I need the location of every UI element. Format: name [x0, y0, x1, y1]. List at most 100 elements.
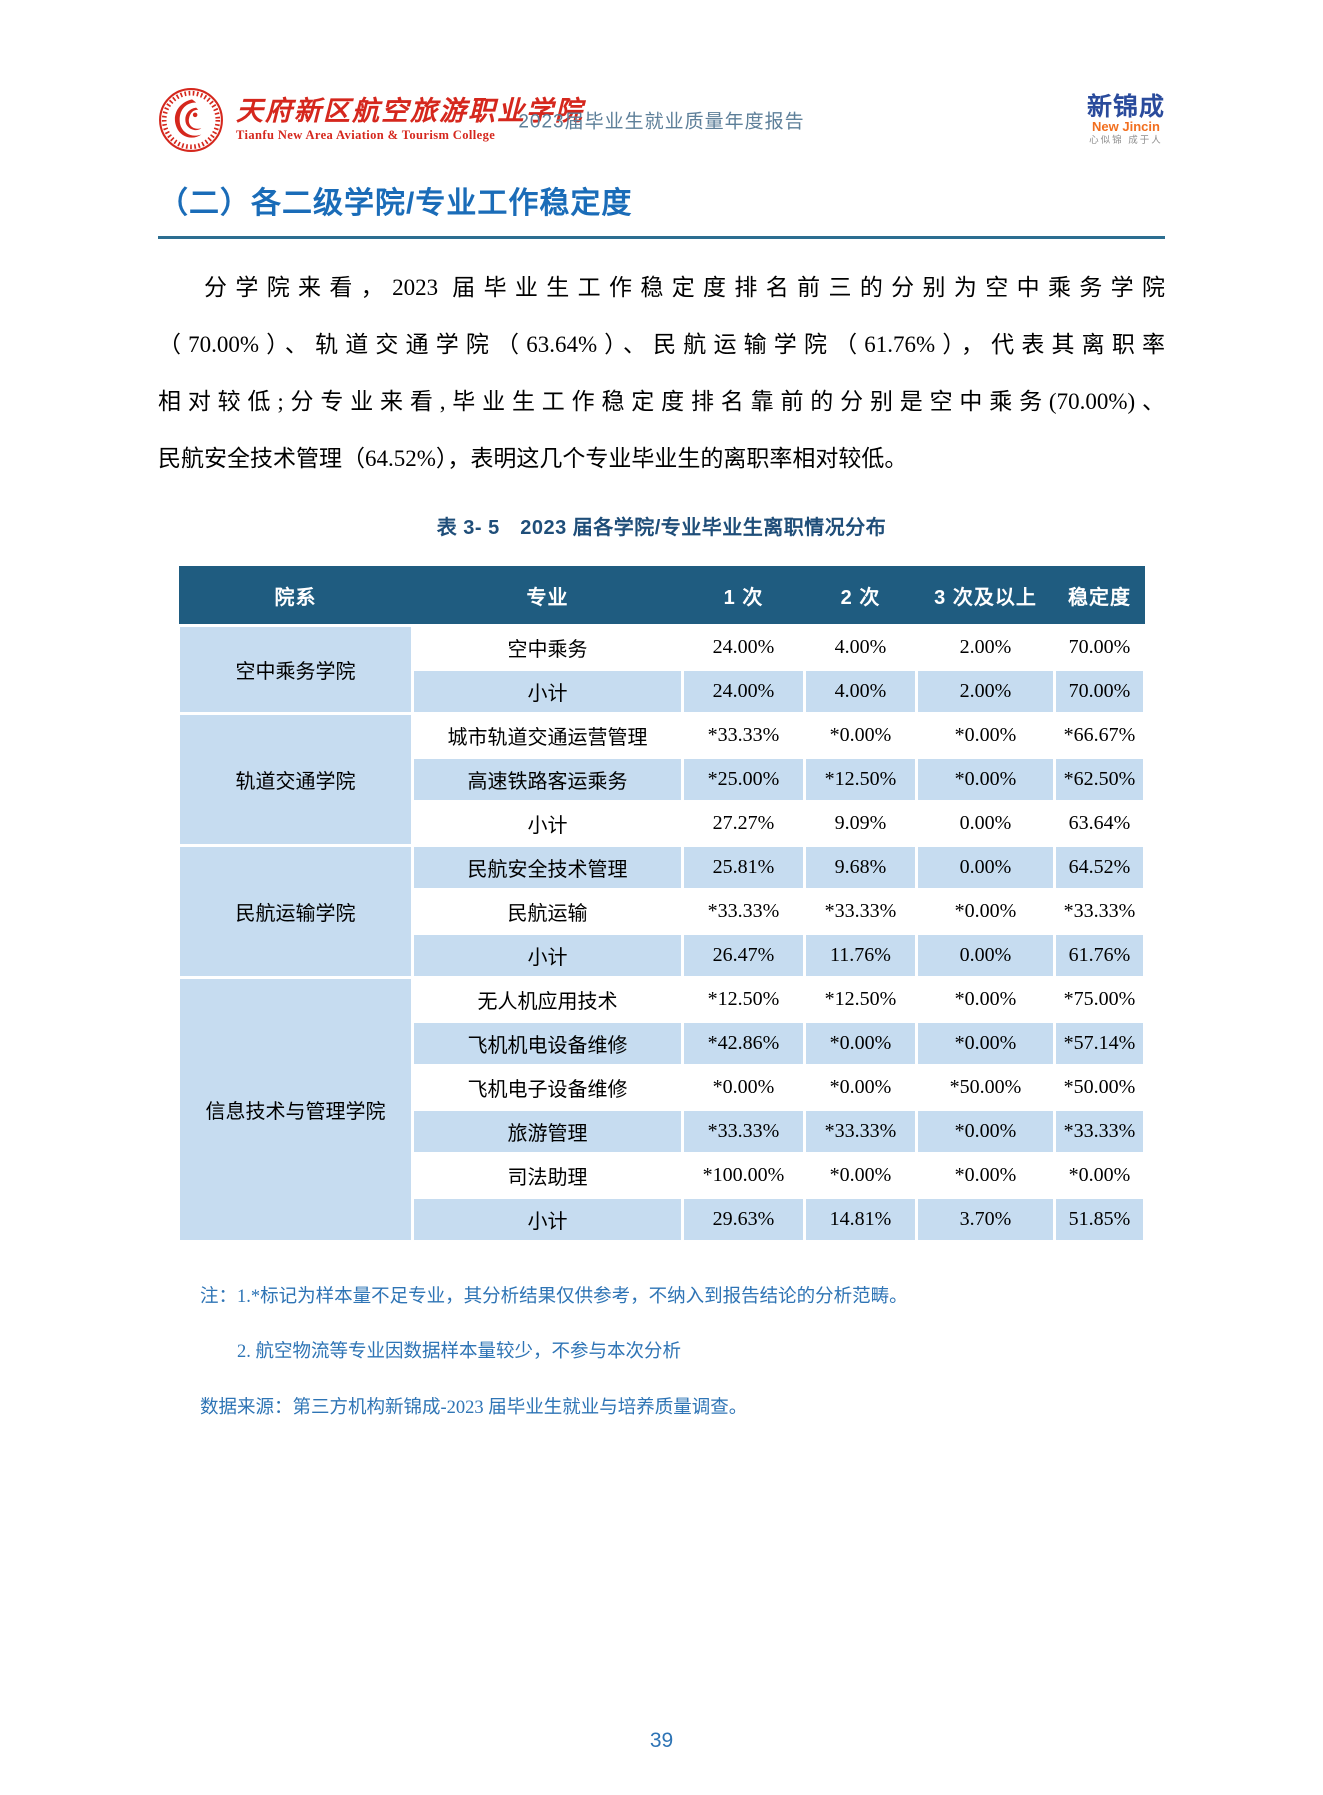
data-cell: 61.76% [1053, 932, 1146, 979]
data-cell: 0.00% [915, 932, 1056, 979]
data-cell: *0.00% [915, 712, 1056, 759]
data-cell: 70.00% [1053, 668, 1146, 715]
data-cell: *33.33% [681, 1108, 806, 1155]
data-cell: *0.00% [1053, 1152, 1146, 1199]
data-cell: *57.14% [1053, 1020, 1146, 1067]
data-cell: 64.52% [1053, 844, 1146, 891]
data-cell: *0.00% [915, 1152, 1056, 1199]
column-header: 2 次 [804, 566, 917, 627]
column-header: 专业 [412, 566, 683, 627]
data-cell: 14.81% [803, 1196, 918, 1243]
table-row: 司法助理 *100.00% *0.00% *0.00% *0.00% [179, 1152, 1146, 1199]
data-cell: 2.00% [915, 624, 1056, 671]
table-row: 小计 24.00% 4.00% 2.00% 70.00% [179, 668, 1146, 715]
data-cell: *0.00% [915, 976, 1056, 1023]
table-row: 飞机电子设备维修 *0.00% *0.00% *50.00% *50.00% [179, 1064, 1146, 1111]
note-line: 2. 航空物流等专业因数据样本量较少，不参与本次分析 [237, 1341, 682, 1362]
table-row: 信息技术与管理学院 无人机应用技术 *12.50% *12.50% *0.00% *75.… [177, 976, 1146, 1243]
school-brand: 天府新区航空旅游职业学院 Tianfu New Area Aviation & … [158, 87, 584, 153]
table-row: 轨道交通学院 城市轨道交通运营管理 *33.33% *0.00% *0.00% *66.6… [177, 712, 1146, 847]
paragraph-line: 相对较低;分专业来看,毕业生工作稳定度排名靠前的分别是空中乘务(70.00%)、 [158, 389, 1165, 414]
table-row: 小计 26.47% 11.76% 0.00% 61.76% [179, 932, 1146, 979]
data-cell: 51.85% [1053, 1196, 1146, 1243]
data-cell: 24.00% [681, 624, 806, 671]
publisher-name: 新锦成 [1086, 92, 1165, 121]
table-row: 小计 29.63% 14.81% 3.70% 51.85% [179, 1196, 1146, 1243]
data-cell: *50.00% [915, 1064, 1056, 1111]
data-cell: 9.09% [803, 800, 918, 847]
data-cell: *100.00% [681, 1152, 806, 1199]
phoenix-logo-icon [159, 88, 223, 152]
data-cell: *33.33% [803, 888, 918, 935]
data-source: 数据来源：第三方机构新锦成-2023 届毕业生就业与培养质量调查。 [200, 1397, 748, 1418]
data-cell: 空中乘务 [411, 624, 684, 671]
table-row: 飞机机电设备维修 *42.86% *0.00% *0.00% *57.14% [179, 1020, 1146, 1067]
note-line: 注：1.*标记为样本量不足专业，其分析结果仅供参考，不纳入到报告结论的分析范畴。 [200, 1287, 908, 1307]
data-cell: *33.33% [681, 712, 806, 759]
column-header: 稳定度 [1054, 566, 1145, 627]
data-cell: 小计 [411, 932, 684, 979]
college-cell: 轨道交通学院 [177, 712, 414, 847]
data-cell: 63.64% [1053, 800, 1146, 847]
data-cell: *33.33% [1053, 888, 1146, 935]
school-names: 天府新区航空旅游职业学院 Tianfu New Area Aviation & … [236, 95, 584, 144]
page-number: 39 [649, 1729, 674, 1752]
body-paragraph: 分学院来看，2023 届毕业生工作稳定度排名前三的分别为空中乘务学院 （70.00… [158, 259, 1165, 487]
table-title: 表 3- 5 2023 届各学院/专业毕业生离职情况分布 [436, 517, 887, 539]
data-cell: *33.33% [1053, 1108, 1146, 1155]
data-cell: 26.47% [681, 932, 806, 979]
data-cell: *75.00% [1053, 976, 1146, 1023]
data-cell: *0.00% [803, 1020, 918, 1067]
data-cell: 飞机电子设备维修 [411, 1064, 684, 1111]
data-cell: 70.00% [1053, 624, 1146, 671]
data-cell: 2.00% [915, 668, 1056, 715]
data-cell: 27.27% [681, 800, 806, 847]
notes: 注：1.*标记为样本量不足专业，其分析结果仅供参考，不纳入到报告结论的分析范畴。… [158, 1285, 1165, 1365]
data-cell: *0.00% [803, 1152, 918, 1199]
column-header: 院系 [178, 566, 413, 627]
table-row: 民航运输 *33.33% *33.33% *0.00% *33.33% [179, 888, 1146, 935]
data-cell: 城市轨道交通运营管理 [411, 712, 684, 759]
data-cell: 11.76% [803, 932, 918, 979]
table-row: 高速铁路客运乘务 *25.00% *12.50% *0.00% *62.50% [179, 756, 1146, 803]
data-cell: 小计 [411, 1196, 684, 1243]
data-cell: *0.00% [681, 1064, 806, 1111]
data-cell: *0.00% [803, 712, 918, 759]
data-cell: *0.00% [915, 1020, 1056, 1067]
table-row: 旅游管理 *33.33% *33.33% *0.00% *33.33% [179, 1108, 1146, 1155]
data-cell: 3.70% [915, 1196, 1056, 1243]
data-cell: 司法助理 [411, 1152, 684, 1199]
data-cell: *12.50% [681, 976, 806, 1023]
data-cell: 小计 [411, 668, 684, 715]
publisher-logo: 新锦成 New Jincin 心似锦 成于人 [1086, 92, 1165, 147]
data-cell: *33.33% [681, 888, 806, 935]
data-cell: 高速铁路客运乘务 [411, 756, 684, 803]
data-cell: *0.00% [915, 756, 1056, 803]
data-cell: 民航运输 [411, 888, 684, 935]
college-cell: 民航运输学院 [177, 844, 414, 979]
data-cell: 0.00% [915, 800, 1056, 847]
data-cell: 无人机应用技术 [411, 976, 684, 1023]
paragraph-line: （70.00%）、轨道交通学院（63.64%）、民航运输学院（61.76%），代… [158, 332, 1165, 357]
data-cell: *33.33% [803, 1108, 918, 1155]
paragraph-line: 民航安全技术管理（64.52%），表明这几个专业毕业生的离职率相对较低。 [158, 446, 908, 471]
data-cell: 25.81% [681, 844, 806, 891]
school-name: 天府新区航空旅游职业学院 [236, 95, 584, 126]
data-cell: 小计 [411, 800, 684, 847]
paragraph-line: 分学院来看，2023 届毕业生工作稳定度排名前三的分别为空中乘务学院 [204, 275, 1165, 300]
page-header: 天府新区航空旅游职业学院 Tianfu New Area Aviation & … [158, 84, 1165, 156]
publisher-latin-name: New Jincin [1092, 118, 1160, 134]
data-cell: *12.50% [803, 756, 918, 803]
publisher-tagline: 心似锦 成于人 [1089, 135, 1163, 147]
data-cell: *0.00% [915, 1108, 1056, 1155]
data-cell: *0.00% [803, 1064, 918, 1111]
data-cell: 4.00% [803, 624, 918, 671]
data-cell: *12.50% [803, 976, 918, 1023]
data-cell: 旅游管理 [411, 1108, 684, 1155]
column-header: 1 次 [682, 566, 805, 627]
data-cell: *25.00% [681, 756, 806, 803]
data-cell: *62.50% [1053, 756, 1146, 803]
data-cell: *0.00% [915, 888, 1056, 935]
